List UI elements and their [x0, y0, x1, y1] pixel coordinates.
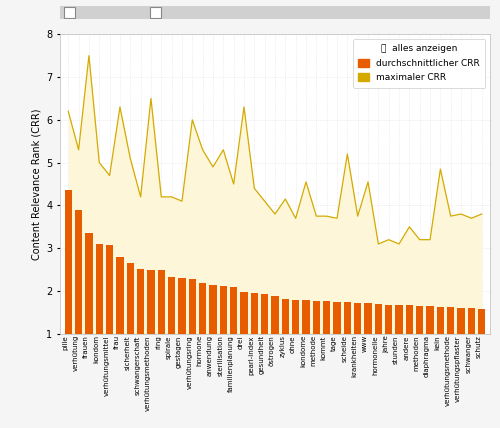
Bar	[230, 287, 237, 334]
Bar	[426, 306, 434, 334]
Bar	[220, 286, 227, 334]
Bar	[106, 245, 113, 334]
FancyBboxPatch shape	[64, 7, 75, 18]
Bar	[323, 301, 330, 334]
Bar	[354, 303, 362, 334]
Bar	[468, 308, 475, 334]
Bar	[416, 306, 424, 334]
Bar	[396, 305, 402, 334]
Bar	[210, 285, 216, 334]
Legend: durchschnittlicher CRR, maximaler CRR: durchschnittlicher CRR, maximaler CRR	[353, 39, 486, 88]
FancyBboxPatch shape	[150, 7, 161, 18]
Bar	[261, 294, 268, 334]
Bar	[292, 300, 300, 334]
Bar	[437, 307, 444, 334]
Bar	[64, 190, 72, 334]
Bar	[374, 304, 382, 334]
Bar	[272, 296, 278, 334]
Bar	[385, 305, 392, 334]
Bar	[447, 307, 454, 334]
Bar	[148, 270, 154, 334]
Bar	[75, 210, 82, 334]
Bar	[344, 302, 351, 334]
Bar	[406, 305, 413, 334]
Y-axis label: Content Relevance Rank (CRR): Content Relevance Rank (CRR)	[32, 108, 42, 260]
Bar	[137, 269, 144, 334]
Bar	[250, 293, 258, 334]
Bar	[458, 308, 464, 334]
Bar	[96, 244, 103, 334]
Bar	[188, 279, 196, 334]
Bar	[158, 270, 165, 334]
Bar	[240, 292, 248, 334]
Bar	[312, 301, 320, 334]
Bar	[126, 263, 134, 334]
Bar	[199, 283, 206, 334]
Bar	[178, 278, 186, 334]
Bar	[168, 277, 175, 334]
Bar	[364, 303, 372, 334]
Bar	[86, 233, 92, 334]
Bar	[282, 299, 289, 334]
Bar	[334, 302, 340, 334]
Bar	[116, 257, 123, 334]
Bar	[302, 300, 310, 334]
Bar	[478, 309, 486, 334]
